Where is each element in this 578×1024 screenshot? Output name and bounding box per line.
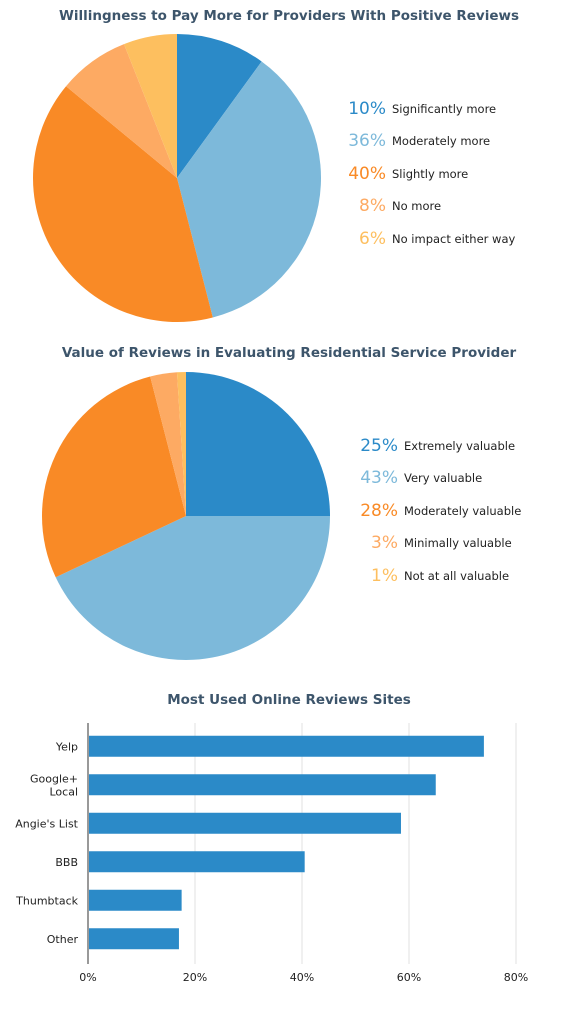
pie2-legend: 25% Extremely valuable 43% Very valuable 28%… [352, 435, 572, 595]
bar-title: Most Used Online Reviews Sites [167, 692, 411, 708]
pie1-slice-slightly-more [33, 86, 213, 323]
pie1-legend-label: Significantly more [392, 101, 497, 116]
pie1-legend-value: 40% [348, 163, 386, 184]
pie1-legend-item: 10% Significantly more [340, 98, 496, 122]
pie1-legend: 10% Significantly more 36% Moderately more 4… [340, 98, 570, 258]
pie2-legend-value: 25% [360, 435, 398, 456]
pie2-legend-label: Minimally valuable [404, 536, 512, 550]
pie1-slice-no-impact-either-way [123, 34, 177, 178]
pie2-legend-value: 3% [371, 533, 398, 553]
bar-category-label: Thumbtack [15, 894, 78, 907]
bar-angie-s-list [89, 812, 401, 834]
bar-category-label: Other [47, 933, 79, 946]
pie2-legend-label: Very valuable [404, 471, 483, 485]
pie2-slice-not-at-all-valuable [176, 372, 186, 516]
pie1-legend-item: 36% Moderately more [340, 131, 490, 155]
bar-category-label: Google+ Local [30, 772, 78, 798]
pie1-slice-moderately-more [177, 61, 321, 318]
bar-x-tick-label: 0% [79, 971, 96, 984]
pie1-slice-significantly-more [177, 34, 262, 178]
pie2-legend-label: Extremely valuable [404, 438, 516, 453]
pie1-legend-item: 6% No impact either way [340, 228, 515, 252]
bar-x-tick-label: 40% [290, 971, 314, 984]
pie1-legend-label: No more [392, 199, 442, 213]
pie2-legend-item: 28% Moderately valuable [352, 500, 521, 524]
pie2-slice-very-valuable [55, 516, 331, 660]
pie2-legend-value: 43% [360, 468, 398, 488]
pie1-legend-item: 40% Slightly more [340, 163, 468, 187]
bar-chart: 0% 20% 40% 60% 80% Yelp Google+ Local Angie's Li… [15, 723, 528, 984]
bar-x-tick-label: 80% [504, 971, 528, 984]
pie1-legend-value: 6% [359, 228, 386, 249]
bar-x-tick-label: 20% [183, 971, 207, 984]
pie2-legend-label: Not at all valuable [404, 568, 510, 583]
pie2-chart [41, 372, 331, 660]
bar-bbb [89, 851, 305, 873]
bar-category-label: Yelp [55, 740, 78, 753]
pie1-title: Willingness to Pay More for Providers Wi… [58, 8, 520, 24]
bar-thumbtack [89, 889, 182, 911]
pie2-legend-value: 1% [371, 565, 398, 586]
pie2-slice-extremely-valuable [186, 372, 330, 516]
pie1-slice-no-more [66, 44, 177, 179]
pie2-legend-item: 25% Extremely valuable [352, 435, 515, 459]
bar-yelp [89, 735, 484, 757]
bar-x-tick-label: 60% [397, 971, 421, 984]
pie1-legend-item: 8% No more [340, 196, 441, 220]
pie1-legend-value: 36% [348, 131, 386, 151]
pie2-legend-value: 28% [360, 500, 398, 521]
pie2-title: Value of Reviews in Evaluating Residenti… [61, 345, 517, 361]
pie2-slice-minimally-valuable [150, 372, 186, 516]
pie2-slice-moderately-valuable [41, 376, 186, 578]
bar-category-label: Angie's List [15, 817, 78, 830]
pie1-chart [33, 34, 321, 323]
pie2-legend-item: 3% Minimally valuable [352, 533, 512, 557]
pie1-legend-label: Slightly more [392, 166, 469, 181]
pie1-legend-value: 10% [348, 98, 386, 119]
bar-other [89, 928, 179, 950]
pie1-legend-value: 8% [359, 196, 386, 216]
bar-google-local [89, 774, 436, 796]
pie2-legend-item: 1% Not at all valuable [352, 565, 509, 589]
pie2-legend-item: 43% Very valuable [352, 468, 482, 492]
pie2-legend-label: Moderately valuable [404, 503, 522, 518]
bar-category-label: BBB [55, 856, 78, 869]
pie1-legend-label: Moderately more [392, 134, 491, 148]
pie1-legend-label: No impact either way [392, 231, 516, 246]
